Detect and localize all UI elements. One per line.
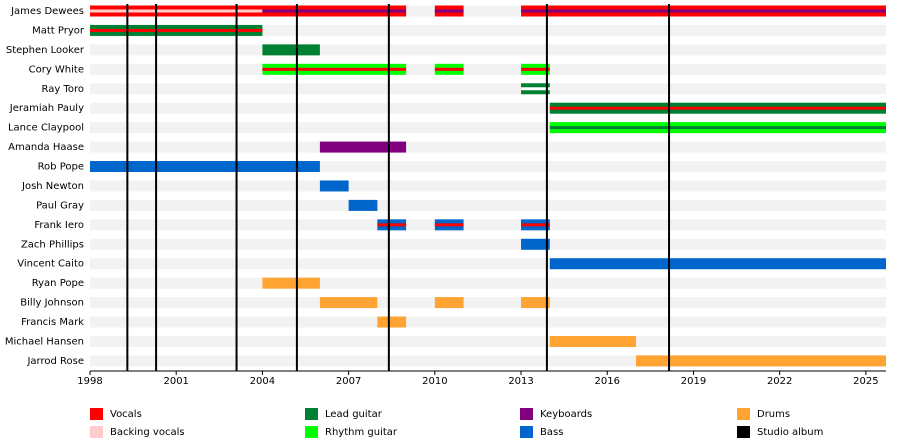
tenure-stripe: [90, 28, 263, 32]
member-name: Amanda Haase: [8, 142, 84, 153]
legend-label: Keyboards: [540, 409, 592, 420]
member-name: Lance Claypool: [8, 123, 84, 134]
tenure-bar: [377, 316, 407, 328]
row-band: [90, 141, 886, 153]
tenure-bar: [635, 355, 886, 367]
legend-label: Backing vocals: [110, 427, 185, 438]
legend-swatch: [90, 408, 103, 420]
member-name: James Dewees: [10, 6, 84, 17]
x-tick-label: 2013: [508, 376, 533, 387]
row-band: [90, 5, 886, 17]
tenure-bar: [549, 258, 886, 270]
legend-label: Drums: [757, 409, 790, 420]
tenure-bar: [319, 297, 378, 309]
legend-swatch: [90, 426, 103, 438]
legend-swatch: [305, 408, 318, 420]
tenure-bar: [348, 199, 378, 211]
member-name: Francis Mark: [21, 317, 84, 328]
row-band: [90, 277, 886, 289]
row-band: [90, 180, 886, 192]
row-band: [90, 258, 886, 270]
legend-label: Bass: [540, 427, 563, 438]
member-name: Zach Phillips: [21, 239, 84, 250]
row-band: [90, 161, 886, 173]
member-name: Jeramiah Pauly: [9, 103, 84, 114]
tenure-bar: [521, 238, 550, 250]
tenure-bar: [90, 161, 320, 173]
member-name: Cory White: [29, 64, 84, 75]
member-name: Jarrod Rose: [26, 356, 84, 367]
tenure-stripe: [434, 9, 464, 13]
member-name: Matt Pryor: [32, 25, 85, 36]
legend-swatch: [305, 426, 318, 438]
tenure-stripe: [521, 67, 550, 71]
legend-swatch: [520, 426, 533, 438]
row-band: [90, 24, 886, 36]
member-name: Stephen Looker: [6, 45, 85, 56]
row-band: [90, 335, 886, 347]
x-tick-label: 2010: [422, 376, 447, 387]
tenure-bar: [549, 335, 636, 347]
x-tick-label: 2025: [853, 376, 878, 387]
member-name: Michael Hansen: [5, 336, 84, 347]
row-band: [90, 238, 886, 250]
tenure-stripe: [377, 223, 407, 227]
tenure-bar: [262, 44, 320, 56]
tenure-stripe: [549, 126, 886, 130]
row-band: [90, 316, 886, 328]
tenure-bar: [521, 297, 550, 309]
x-tick-label: 2001: [163, 376, 188, 387]
member-name: Frank Iero: [34, 220, 84, 231]
row-band: [90, 219, 886, 231]
row-band: [90, 44, 886, 56]
legend-label: Lead guitar: [325, 409, 383, 420]
member-name: Rob Pope: [38, 162, 84, 173]
x-tick-label: 1998: [77, 376, 102, 387]
legend-swatch: [737, 408, 750, 420]
tenure-bar: [319, 141, 407, 153]
tenure-stripe: [521, 87, 550, 91]
member-name: Josh Newton: [21, 181, 84, 192]
row-band: [90, 355, 886, 367]
row-band: [90, 297, 886, 309]
row-band: [90, 83, 886, 95]
row-band: [90, 122, 886, 134]
x-tick-label: 2019: [681, 376, 706, 387]
legend-label: Vocals: [110, 409, 142, 420]
tenure-stripe: [521, 223, 550, 227]
tenure-bar: [319, 180, 349, 192]
row-band: [90, 63, 886, 75]
x-tick-label: 2022: [767, 376, 792, 387]
member-name: Vincent Caito: [17, 259, 84, 270]
tenure-bar: [434, 297, 464, 309]
legend-swatch: [737, 426, 750, 438]
member-name: Ray Toro: [42, 84, 85, 95]
tenure-stripe: [521, 9, 886, 13]
tenure-stripe: [434, 67, 464, 71]
tenure-bar: [262, 277, 320, 289]
tenure-stripe: [549, 106, 886, 110]
member-name: Paul Gray: [36, 200, 84, 211]
legend-label: Rhythm guitar: [325, 427, 398, 438]
member-name: Ryan Pope: [32, 278, 84, 289]
x-tick-label: 2007: [336, 376, 361, 387]
legend-swatch: [520, 408, 533, 420]
tenure-stripe: [262, 67, 407, 71]
row-band: [90, 102, 886, 114]
legend-label: Studio album: [757, 427, 823, 438]
row-band: [90, 199, 886, 211]
tenure-stripe: [90, 9, 263, 13]
tenure-stripe: [262, 9, 407, 13]
tenure-stripe: [434, 223, 464, 227]
x-tick-label: 2016: [595, 376, 620, 387]
x-tick-label: 2004: [250, 376, 275, 387]
member-name: Billy Johnson: [20, 298, 84, 309]
